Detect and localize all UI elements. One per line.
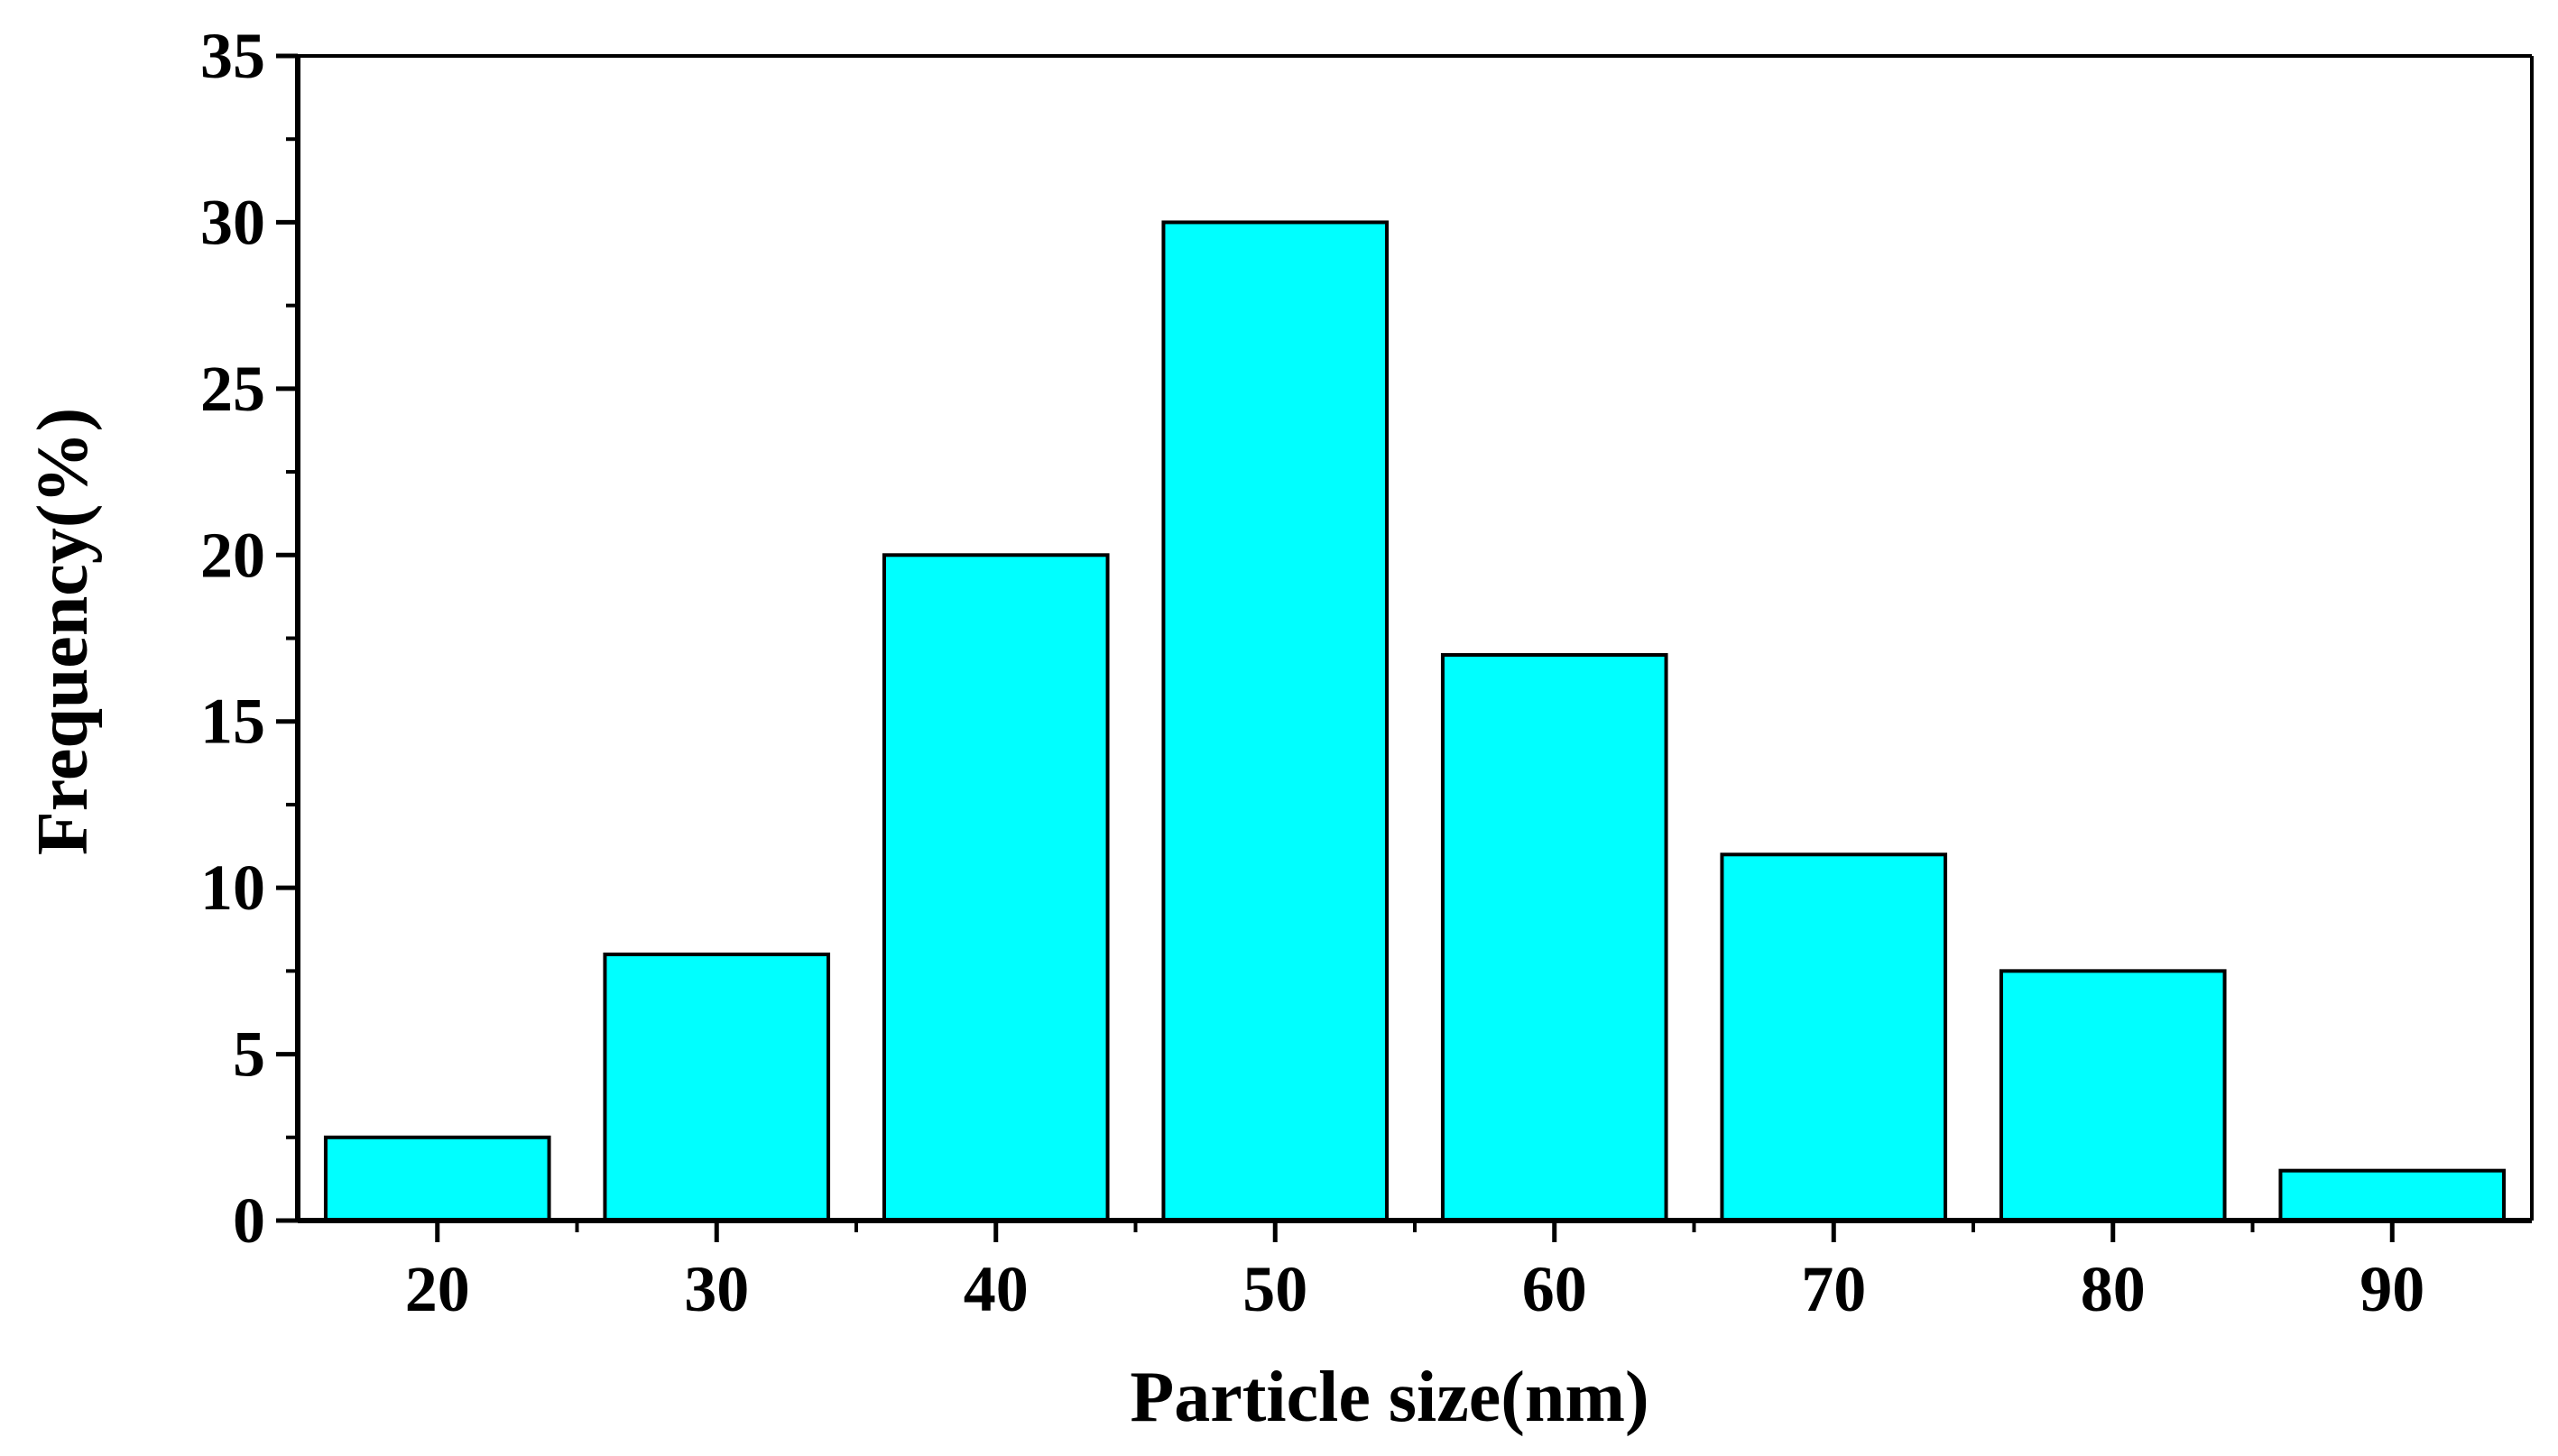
y-tick-label-5: 5 (233, 1018, 265, 1091)
bar-90 (2278, 1168, 2507, 1222)
x-tick-label-60: 60 (1522, 1253, 1587, 1325)
y-tick-label-10: 10 (200, 852, 265, 924)
y-tick-label-30: 30 (200, 186, 265, 258)
bar-80 (1999, 969, 2227, 1223)
bar-70 (1720, 852, 1948, 1222)
bar-30 (603, 952, 831, 1223)
bar-20 (323, 1135, 551, 1223)
x-tick-label-90: 90 (2359, 1253, 2424, 1325)
tick-labels: 0 5 10 15 20 25 30 35 20 30 40 50 60 70 80 90 (200, 20, 2424, 1325)
bars-layer (323, 220, 2507, 1223)
y-axis-title: Frequency(%) (23, 408, 103, 855)
y-tick-label-0: 0 (233, 1184, 265, 1257)
y-tick-label-25: 25 (200, 353, 265, 425)
x-tick-label-40: 40 (964, 1253, 1029, 1325)
x-axis-title: Particle size(nm) (1130, 1358, 1648, 1437)
x-tick-label-50: 50 (1242, 1253, 1307, 1325)
x-tick-label-80: 80 (2081, 1253, 2146, 1325)
x-tick-label-20: 20 (405, 1253, 470, 1325)
bar-40 (882, 553, 1110, 1222)
y-tick-label-35: 35 (200, 20, 265, 92)
x-tick-label-70: 70 (1801, 1253, 1866, 1325)
bar-50 (1161, 220, 1390, 1222)
y-tick-label-15: 15 (200, 686, 265, 758)
y-tick-label-20: 20 (200, 519, 265, 591)
bar-60 (1440, 652, 1668, 1222)
x-tick-label-30: 30 (684, 1253, 749, 1325)
axis-ticks (276, 53, 2395, 1242)
